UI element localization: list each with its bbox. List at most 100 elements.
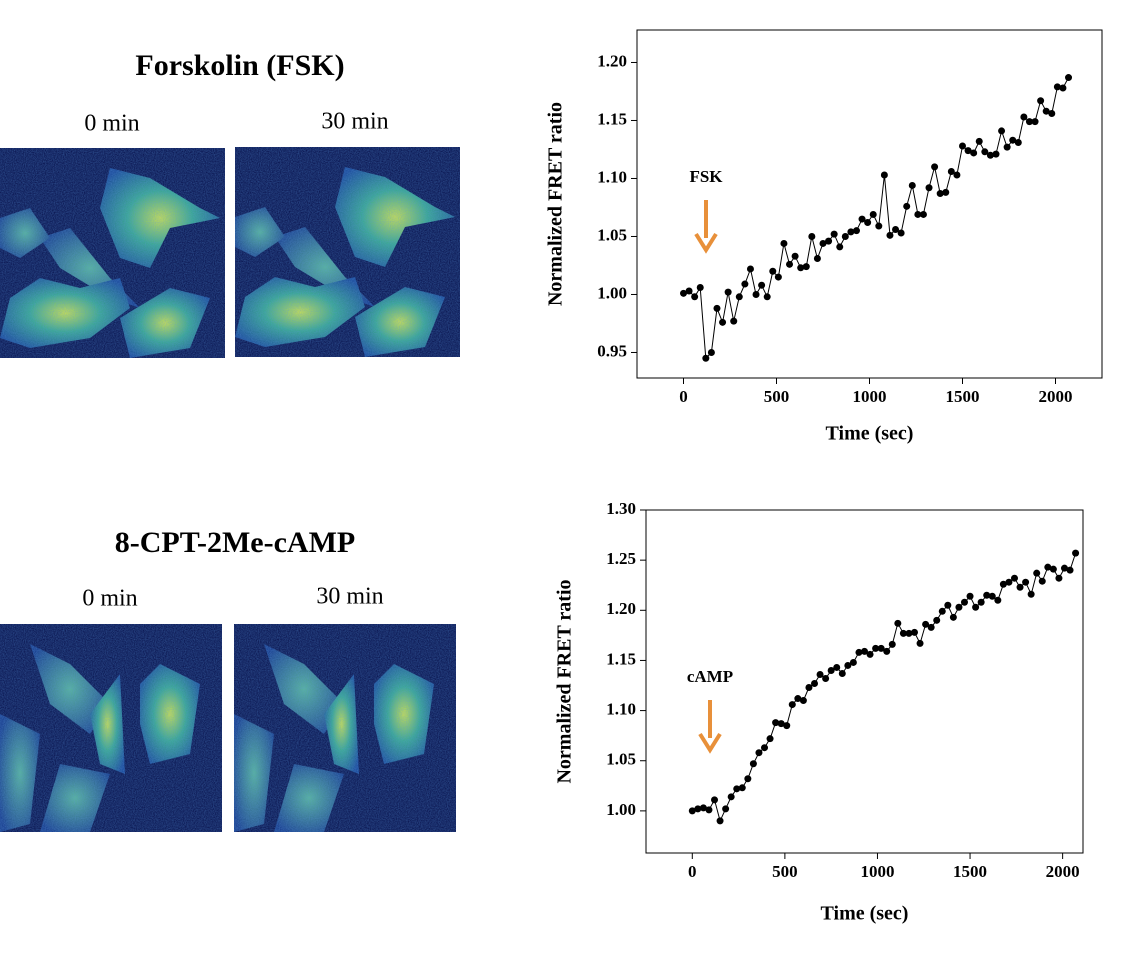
data-point [1044,563,1052,571]
data-point [960,598,968,606]
data-point [722,805,730,813]
data-point [947,168,955,176]
annotation: FSK [689,167,723,186]
micrograph [234,624,456,832]
data-point [830,230,838,238]
data-point [808,232,816,240]
data-point [777,720,785,728]
data-point [903,202,911,210]
panel-title: Forskolin (FSK) [135,49,344,82]
data-point [680,289,687,297]
data-point [925,184,933,192]
time-label: 0 min [84,111,139,137]
data-point [1033,569,1041,577]
x-tick-label: 1000 [853,387,887,406]
data-point [738,784,746,792]
annotation-arrowhead [694,232,718,254]
data-point [735,293,743,301]
data-point [696,284,704,292]
data-point [975,137,983,145]
data-point [938,607,946,615]
data-point [949,613,957,621]
data-point [927,623,935,631]
y-tick-label: 1.15 [597,109,627,128]
data-point [959,142,966,150]
data-point [705,806,713,814]
plot-frame [645,509,1084,854]
data-point [1009,136,1017,144]
data-point [841,232,849,240]
data-point [861,647,868,655]
data-point [825,237,833,245]
data-point [1060,564,1068,572]
data-point [702,354,710,362]
time-label: 0 min [82,586,137,612]
data-point [877,644,885,652]
data-point [694,805,702,813]
data-point [908,181,916,189]
x-axis-label: Time (sec) [826,423,914,445]
time-label: 30 min [316,584,383,610]
data-point [813,255,821,263]
y-tick-label: 1.20 [597,51,627,70]
data-point [1049,565,1057,573]
data-point [1042,107,1050,115]
x-tick-label: 2000 [1039,387,1073,406]
data-point [880,171,888,179]
data-point [713,304,721,312]
micrograph [0,148,225,358]
data-point [966,592,974,600]
data-point [1048,110,1056,118]
data-point [883,647,891,655]
x-tick-label: 1500 [946,387,980,406]
x-tick-label: 500 [772,862,798,881]
data-point [1014,139,1022,147]
data-point [1038,577,1046,585]
y-tick-label: 1.30 [606,499,636,518]
data-point [1016,583,1024,591]
data-point [847,228,855,236]
data-point [688,807,696,815]
data-point [766,735,774,743]
data-point [1027,590,1035,598]
data-point [919,210,927,218]
data-point [786,260,794,268]
y-tick-label: 1.05 [597,225,627,244]
data-point [972,603,980,611]
y-tick-label: 1.10 [606,699,636,718]
data-point [1003,143,1011,151]
data-point [849,658,857,666]
data-point [1022,578,1030,586]
data-point [802,263,810,271]
data-point [816,670,824,678]
data-point [864,219,872,227]
data-point [730,317,738,325]
annotation-arrowhead [698,732,722,754]
annotation: cAMP [687,667,733,686]
data-point [986,151,994,159]
data-point [719,318,727,326]
data-point [992,150,1000,158]
data-point [716,817,724,825]
data-point [763,293,771,301]
y-tick-label: 1.15 [606,649,636,668]
data-point [970,149,978,157]
data-point [1010,574,1018,582]
data-point [999,580,1007,588]
data-point [916,639,924,647]
y-axis-label: Normalized FRET ratio [545,102,567,306]
data-point [805,684,813,692]
data-point [910,628,918,636]
y-tick-label: 1.25 [606,549,636,568]
x-tick-label: 2000 [1046,862,1080,881]
data-point [769,267,777,275]
data-point [1020,113,1028,121]
data-point [791,252,799,260]
data-point [866,650,874,658]
data-point [755,749,763,757]
x-tick-label: 0 [688,862,697,881]
data-point [892,226,900,234]
data-point [872,644,880,652]
data-point [758,281,766,289]
